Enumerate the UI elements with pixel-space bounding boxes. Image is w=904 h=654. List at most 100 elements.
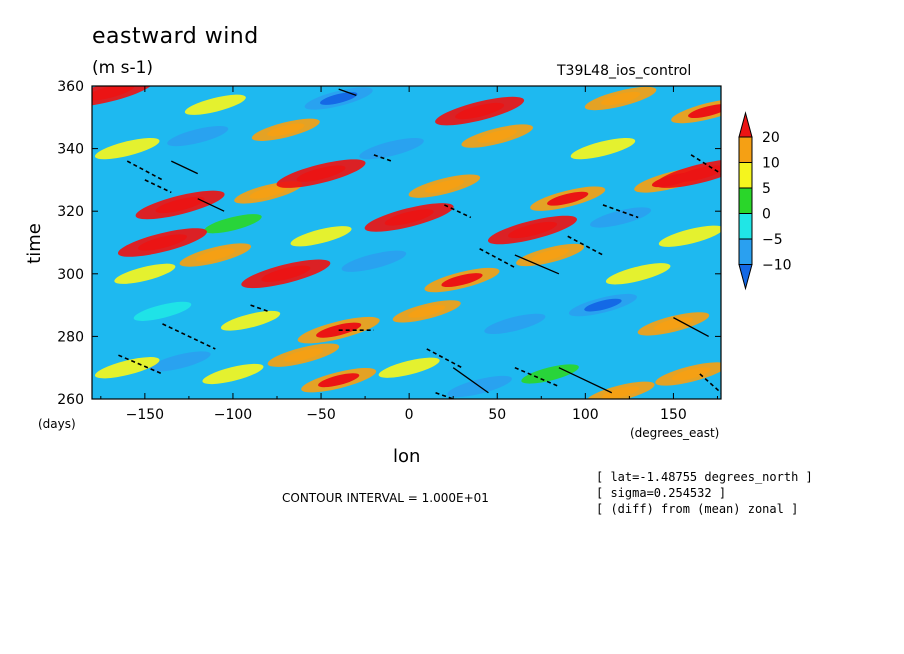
colorbar-band	[738, 162, 753, 189]
field-core	[424, 179, 465, 193]
y-tick-label: 320	[57, 204, 84, 220]
positive-contour	[197, 198, 225, 212]
field-core	[319, 92, 358, 105]
field-patch	[290, 226, 352, 247]
field-core	[137, 234, 187, 251]
field-patch	[204, 214, 262, 234]
field-patch	[133, 301, 192, 321]
x-axis-label: lon	[393, 446, 421, 467]
x-tick-label: −100	[214, 407, 252, 423]
y-tick-label: 300	[57, 267, 84, 283]
field-patch	[341, 250, 407, 272]
negative-contour	[514, 366, 560, 388]
y-tick-label: 360	[57, 79, 84, 95]
field-core	[195, 248, 236, 262]
negative-contour	[690, 154, 721, 175]
negative-contour	[602, 204, 639, 219]
chart-title: eastward wind	[92, 24, 259, 49]
negative-contour	[373, 154, 392, 162]
field-core	[653, 317, 694, 331]
field-core	[249, 186, 287, 199]
field-patch	[149, 351, 211, 372]
note-lat: [ lat=-1.48755 degrees_north ]	[596, 470, 813, 484]
field-core	[531, 248, 569, 262]
field-patch	[184, 94, 246, 115]
colorbar-label: 10	[762, 156, 780, 172]
field-core	[384, 209, 434, 226]
colorbar-label: −10	[762, 258, 792, 274]
negative-contour	[435, 391, 456, 399]
positive-contour	[514, 254, 560, 275]
positive-contour	[171, 160, 198, 175]
positive-contour	[338, 88, 357, 97]
field-patch	[359, 137, 424, 160]
field-core	[547, 191, 589, 206]
field-core	[267, 123, 305, 137]
positive-contour	[558, 367, 613, 394]
colorbar-label: 5	[762, 181, 771, 197]
y-axis-unit: (days)	[38, 417, 76, 431]
field-core	[318, 373, 360, 388]
field-patch	[220, 310, 281, 331]
negative-contour	[118, 354, 163, 375]
field-core	[600, 91, 641, 106]
colorbar-label: 0	[762, 207, 771, 223]
field-core	[688, 104, 721, 119]
negative-contour	[144, 179, 172, 194]
positive-contour	[673, 317, 709, 337]
field-core	[507, 221, 557, 239]
field-core	[408, 304, 446, 318]
field-patch	[114, 263, 176, 284]
colorbar-band	[738, 238, 753, 265]
colorbar-band	[738, 136, 753, 163]
run-label: T39L48_ios_control	[557, 63, 692, 79]
field-patch	[521, 364, 579, 384]
negative-contour	[444, 204, 472, 219]
field-patch	[484, 313, 546, 335]
field-core	[283, 348, 324, 362]
field-core	[441, 273, 483, 288]
field-patch	[590, 207, 652, 228]
note-diff: [ (diff) from (mean) zonal ]	[596, 502, 799, 516]
field-patch	[94, 137, 160, 160]
x-tick-label: 150	[660, 407, 687, 423]
x-tick-label: −50	[306, 407, 336, 423]
positive-contour	[452, 367, 489, 394]
field-patch	[570, 137, 636, 160]
colorbar-max-triangle	[738, 111, 753, 138]
field-core	[296, 165, 346, 182]
negative-contour	[162, 323, 216, 350]
y-axis-label: time	[23, 223, 45, 264]
field-core	[155, 196, 205, 214]
y-tick-label: 280	[57, 329, 84, 345]
x-tick-label: 50	[488, 407, 506, 423]
colorbar-band	[738, 213, 753, 240]
x-tick-label: −150	[126, 407, 164, 423]
field-core	[477, 129, 517, 143]
x-axis-unit: (degrees_east)	[630, 426, 720, 440]
colorbar-label: 20	[762, 130, 780, 146]
field-patch	[94, 357, 160, 379]
y-tick-label: 340	[57, 142, 84, 158]
x-tick-label: 0	[405, 407, 414, 423]
field-patch	[202, 363, 264, 385]
field-patch	[378, 357, 440, 378]
note-sigma: [ sigma=0.254532 ]	[596, 486, 727, 500]
field-patch	[167, 125, 229, 147]
chart-units: (m s-1)	[92, 58, 154, 78]
field-core	[92, 86, 135, 101]
x-tick-label: 100	[572, 407, 599, 423]
field-core	[671, 367, 711, 381]
field-patch	[605, 263, 671, 285]
field-core	[584, 298, 622, 312]
field-patch	[658, 225, 721, 247]
field-core	[675, 165, 721, 182]
plot-frame	[91, 85, 722, 400]
y-tick-label: 260	[57, 392, 84, 408]
colorbar-min-triangle	[738, 264, 753, 291]
field-core	[261, 265, 311, 282]
colorbar-band	[738, 187, 753, 214]
field-core	[601, 386, 640, 399]
contour-interval: CONTOUR INTERVAL = 1.000E+01	[282, 491, 489, 505]
